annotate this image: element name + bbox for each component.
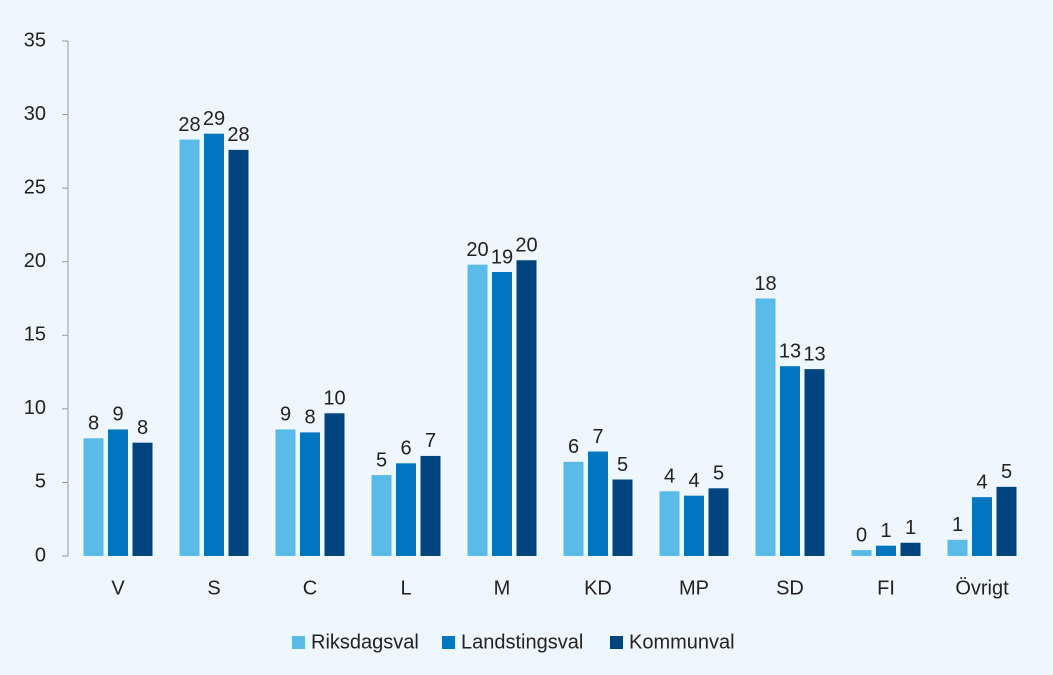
bar [876,545,896,556]
bar [228,149,249,556]
legend-label: Kommunval [629,631,735,653]
bar [132,442,153,556]
value-label: 7 [425,430,436,452]
bar [612,479,633,556]
legend-label: Landstingsval [461,631,583,653]
bar [204,133,224,556]
y-tick-label: 25 [24,176,46,198]
legend-swatch [292,636,305,649]
bar [300,432,320,556]
x-tick-label: C [303,577,317,599]
bar [684,495,704,556]
legend-swatch [442,636,455,649]
value-label: 4 [976,471,987,493]
legend-label: Riksdagsval [311,631,419,653]
value-label: 20 [515,235,537,257]
value-label: 0 [856,524,867,546]
x-tick-label: Övrigt [955,577,1009,599]
y-tick-label: 0 [35,544,46,566]
value-label: 10 [323,388,345,410]
value-label: 20 [466,239,488,261]
bar [563,461,584,556]
value-label: 5 [376,449,387,471]
value-label: 9 [112,404,123,426]
value-label: 28 [178,114,200,136]
value-label: 18 [754,273,776,295]
y-tick-label: 5 [35,471,46,493]
value-label: 9 [280,404,291,426]
value-label: 19 [491,246,513,268]
value-label: 8 [137,417,148,439]
bar [420,455,441,556]
value-label: 5 [617,454,628,476]
bar [492,272,512,556]
bar [900,542,921,556]
value-label: 1 [880,520,891,542]
bar [588,451,608,556]
bar [804,369,825,556]
value-label: 4 [688,470,699,492]
x-tick-label: MP [679,577,709,599]
y-tick-label: 10 [24,397,46,419]
value-label: 6 [400,438,411,460]
bar [108,429,128,556]
value-label: 5 [1001,461,1012,483]
bar [755,298,776,556]
y-tick-label: 15 [24,324,46,346]
bar [659,491,680,556]
y-tick-label: 35 [24,29,46,51]
bar [780,366,800,556]
value-label: 5 [713,463,724,485]
x-tick-label: S [207,577,220,599]
bar [467,264,488,556]
x-tick-label: SD [776,577,804,599]
x-tick-label: KD [584,577,612,599]
value-label: 1 [952,514,963,536]
value-label: 8 [304,407,315,429]
bar [947,539,968,556]
bar [83,438,104,556]
bar [179,139,200,557]
value-label: 6 [568,436,579,458]
bar [324,413,345,556]
bar [275,429,296,556]
value-label: 4 [664,466,675,488]
bar [972,497,992,556]
bar [396,463,416,556]
x-tick-label: L [400,577,411,599]
x-tick-label: FI [877,577,895,599]
bar [708,488,729,556]
value-label: 13 [779,340,801,362]
bar [996,486,1017,556]
bar [371,475,392,556]
bar [851,550,872,556]
x-tick-label: V [111,577,125,599]
x-tick-label: M [494,577,511,599]
value-label: 28 [227,124,249,146]
value-label: 1 [905,517,916,539]
y-tick-label: 30 [24,103,46,125]
value-label: 8 [88,413,99,435]
legend-swatch [610,636,623,649]
bar [516,260,537,556]
value-label: 7 [592,426,603,448]
y-tick-label: 20 [24,250,46,272]
value-label: 13 [803,343,825,365]
value-label: 29 [203,108,225,130]
